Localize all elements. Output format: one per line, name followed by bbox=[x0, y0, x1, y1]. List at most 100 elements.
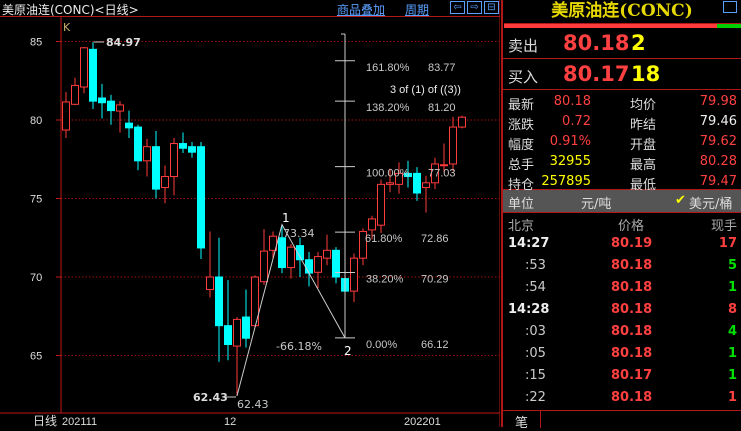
wave-1-label: 1 bbox=[282, 211, 290, 225]
arrow-right-icon[interactable]: ⇨ bbox=[467, 1, 482, 14]
fib-level-pct: 138.20% bbox=[366, 102, 410, 114]
candle-body bbox=[413, 172, 421, 194]
candle-body bbox=[386, 182, 394, 185]
split-panel-icon[interactable]: ⊟ bbox=[484, 1, 499, 14]
candle-body bbox=[71, 84, 79, 105]
unit-row: 单位 元/吨 ✔ 美元/桶 bbox=[503, 190, 741, 213]
stat-label: 昨结 bbox=[630, 118, 657, 133]
trade-time: :54 bbox=[525, 280, 546, 295]
arrow-left-icon[interactable]: ⇦ bbox=[450, 1, 465, 14]
candle-body bbox=[440, 164, 448, 167]
quote-panel: 美原油连(CONC) 卖出 80.18 2 买入 80.17 18 最新 80.… bbox=[501, 0, 741, 431]
trade-price: 80.19 bbox=[611, 236, 653, 251]
trade-volume: 1 bbox=[727, 346, 737, 361]
trade-volume: 4 bbox=[727, 324, 737, 339]
indicator-label: K bbox=[63, 21, 71, 34]
trade-row: :03 80.18 4 bbox=[503, 321, 741, 343]
stats-row: 涨跌 0.72 昨结 79.46 bbox=[503, 112, 741, 133]
candle-body bbox=[197, 146, 205, 249]
candle-body bbox=[224, 325, 232, 346]
candle-body bbox=[377, 183, 385, 226]
trade-time: :03 bbox=[525, 324, 546, 339]
stat-label: 涨跌 bbox=[508, 118, 535, 133]
candle-body bbox=[170, 143, 178, 178]
candle-body bbox=[314, 256, 322, 273]
trade-volume: 8 bbox=[727, 302, 737, 317]
candle-body bbox=[260, 250, 268, 283]
ratio-bar-sell bbox=[717, 24, 741, 28]
trade-price: 80.18 bbox=[611, 280, 653, 295]
candle-body bbox=[161, 176, 169, 189]
trade-price: 80.18 bbox=[611, 302, 653, 317]
candle-body bbox=[80, 47, 88, 88]
tab-ticks[interactable]: 笔 bbox=[515, 416, 529, 431]
trades-list: 14:27 80.19 17:53 80.18 5:54 80.18 1 14:2… bbox=[503, 233, 741, 409]
period-link[interactable]: 周期 bbox=[405, 3, 430, 17]
chart-title: 美原油连(CONC)<日线> bbox=[2, 3, 139, 17]
candle-body bbox=[188, 146, 196, 153]
unit-label: 单位 bbox=[508, 197, 535, 212]
quote-title: 美原油连(CONC) bbox=[551, 1, 693, 21]
unit-option-yuan-ton[interactable]: 元/吨 bbox=[581, 197, 612, 212]
candle-body bbox=[233, 318, 241, 347]
maximize-icon[interactable] bbox=[723, 1, 737, 13]
candle-body bbox=[359, 230, 367, 259]
fib-level-pct: 0.00% bbox=[366, 339, 397, 351]
low-label-right: 62.43 bbox=[237, 398, 269, 411]
x-tick-label: 12 bbox=[224, 416, 236, 427]
stat-value: 80.18 bbox=[553, 94, 591, 109]
trades-header: 北京 价格 现手 bbox=[503, 213, 741, 234]
y-tick-label: 65 bbox=[30, 351, 42, 363]
candle-body bbox=[179, 143, 187, 149]
stat-value: 80.28 bbox=[699, 154, 737, 169]
trade-row: 14:27 80.19 17 bbox=[503, 233, 741, 255]
wave-1-value: 73.34 bbox=[283, 227, 315, 240]
stat-value: 257895 bbox=[541, 174, 591, 189]
y-tick-label: 70 bbox=[30, 272, 42, 284]
overlay-link[interactable]: 商品叠加 bbox=[337, 3, 386, 17]
fib-level-price: 77.03 bbox=[428, 168, 456, 180]
stat-value: 79.62 bbox=[699, 134, 737, 149]
fib-level-pct: 38.20% bbox=[366, 273, 404, 285]
period-label: 日线 bbox=[33, 414, 57, 427]
fib-level-pct: 61.80% bbox=[365, 233, 403, 245]
stat-value: 79.46 bbox=[699, 114, 737, 129]
candle-body bbox=[134, 126, 142, 162]
stat-value: 79.47 bbox=[699, 174, 737, 189]
time-header: 北京 bbox=[508, 219, 535, 234]
trade-volume: 1 bbox=[727, 390, 737, 405]
retrace-label: -66.18% bbox=[276, 340, 322, 353]
trade-price: 80.17 bbox=[611, 368, 653, 383]
fib-level-price: 70.29 bbox=[421, 273, 449, 285]
trade-time: :05 bbox=[525, 346, 546, 361]
trade-price: 80.18 bbox=[611, 324, 653, 339]
candle-body bbox=[116, 104, 124, 112]
trade-price: 80.18 bbox=[611, 258, 653, 273]
trade-time: :53 bbox=[525, 258, 546, 273]
trade-time: :22 bbox=[525, 390, 546, 405]
unit-option-usd-barrel[interactable]: 美元/桶 bbox=[689, 197, 733, 212]
candle-body bbox=[323, 249, 331, 259]
fib-level-pct: 161.80% bbox=[366, 62, 410, 74]
y-tick-label: 75 bbox=[30, 194, 42, 206]
volume-header: 现手 bbox=[710, 219, 737, 234]
stats-row: 最新 80.18 均价 79.98 bbox=[503, 92, 741, 113]
fib-level-pct: 100.00% bbox=[366, 168, 410, 180]
price-header: 价格 bbox=[618, 219, 645, 234]
trade-price: 80.18 bbox=[611, 346, 653, 361]
trade-row: 14:28 80.18 8 bbox=[503, 299, 741, 321]
x-tick-label: 202111 bbox=[62, 416, 97, 427]
stats-row: 持仓 257895 最低 79.47 bbox=[503, 172, 741, 193]
stats-table: 最新 80.18 均价 79.98 涨跌 0.72 昨结 79.46 幅度 0.91… bbox=[503, 90, 741, 193]
bid-volume: 18 bbox=[631, 62, 661, 86]
trade-price: 80.18 bbox=[611, 390, 653, 405]
wave-2-label: 2 bbox=[344, 344, 352, 358]
candle-body bbox=[98, 97, 106, 104]
ask-volume: 2 bbox=[631, 31, 646, 55]
bid-row: 买入 80.17 18 bbox=[503, 59, 741, 90]
candle-body bbox=[107, 100, 115, 112]
stat-value: 0.72 bbox=[562, 114, 591, 129]
wave-line bbox=[236, 223, 346, 396]
candle-body bbox=[143, 146, 151, 162]
